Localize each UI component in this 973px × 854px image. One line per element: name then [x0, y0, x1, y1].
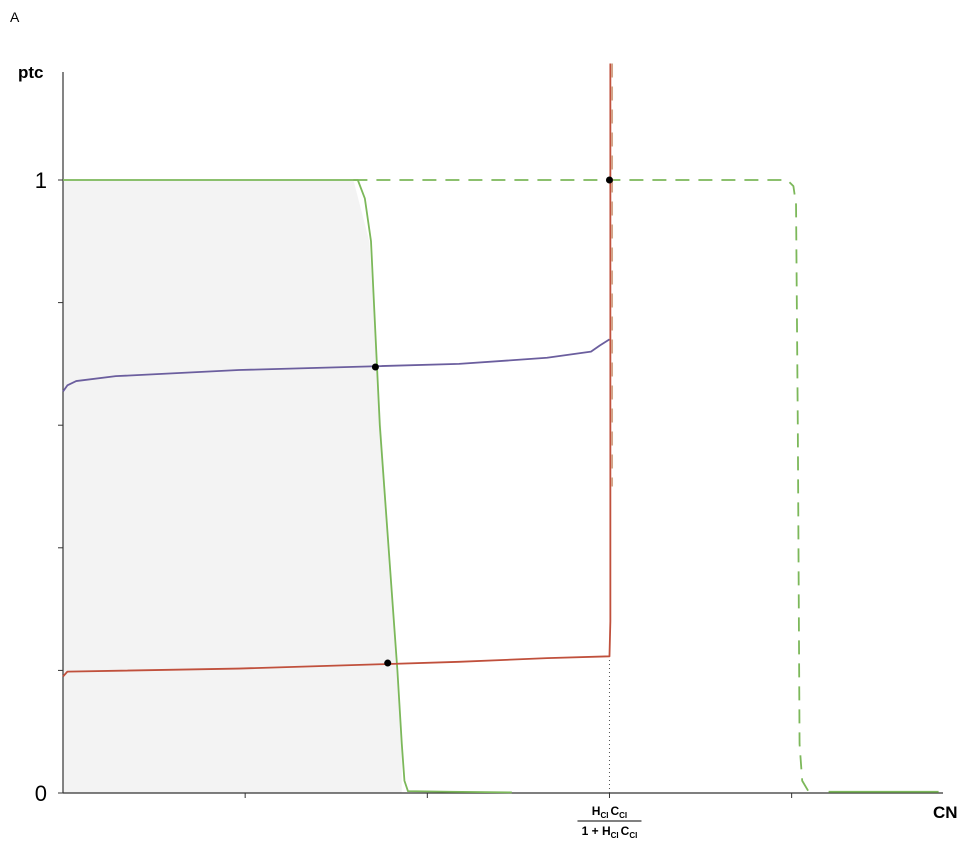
fraction-denominator-part-0: H	[602, 824, 611, 838]
fraction-denominator-prefix: 1 +	[582, 824, 602, 838]
shaded-region-layer	[63, 180, 402, 793]
fraction-denominator: 1 + HCI CCI	[582, 824, 638, 840]
y-tick-label-5: 1	[35, 168, 47, 193]
series-line-1	[353, 179, 810, 792]
panel-label: A	[10, 9, 20, 25]
fraction-denominator-part-2: C	[621, 824, 630, 838]
fraction-numerator: HCI CCI	[592, 804, 627, 820]
series-line-4	[62, 63, 612, 678]
series-line-0	[63, 179, 512, 794]
intersection-point-0	[605, 176, 613, 184]
fraction-denominator-part-1: CI	[611, 831, 619, 840]
intersection-point-1	[371, 363, 379, 371]
intersection-point-2	[384, 659, 392, 667]
fraction-numerator-part-2: C	[610, 804, 619, 818]
fraction-denominator-part-3: CI	[629, 831, 637, 840]
y-tick-label-0: 0	[35, 781, 47, 806]
fraction-numerator-part-3: CI	[619, 811, 627, 820]
y-axis-label: ptc	[18, 63, 44, 82]
fraction-numerator-part-0: H	[592, 804, 601, 818]
fraction-numerator-part-1: CI	[600, 811, 608, 820]
series-line-3	[62, 338, 610, 393]
series-layer	[62, 63, 939, 794]
intersection-points-layer	[371, 176, 613, 667]
x-axis-label: CN	[933, 803, 958, 822]
shaded-region	[63, 180, 402, 793]
